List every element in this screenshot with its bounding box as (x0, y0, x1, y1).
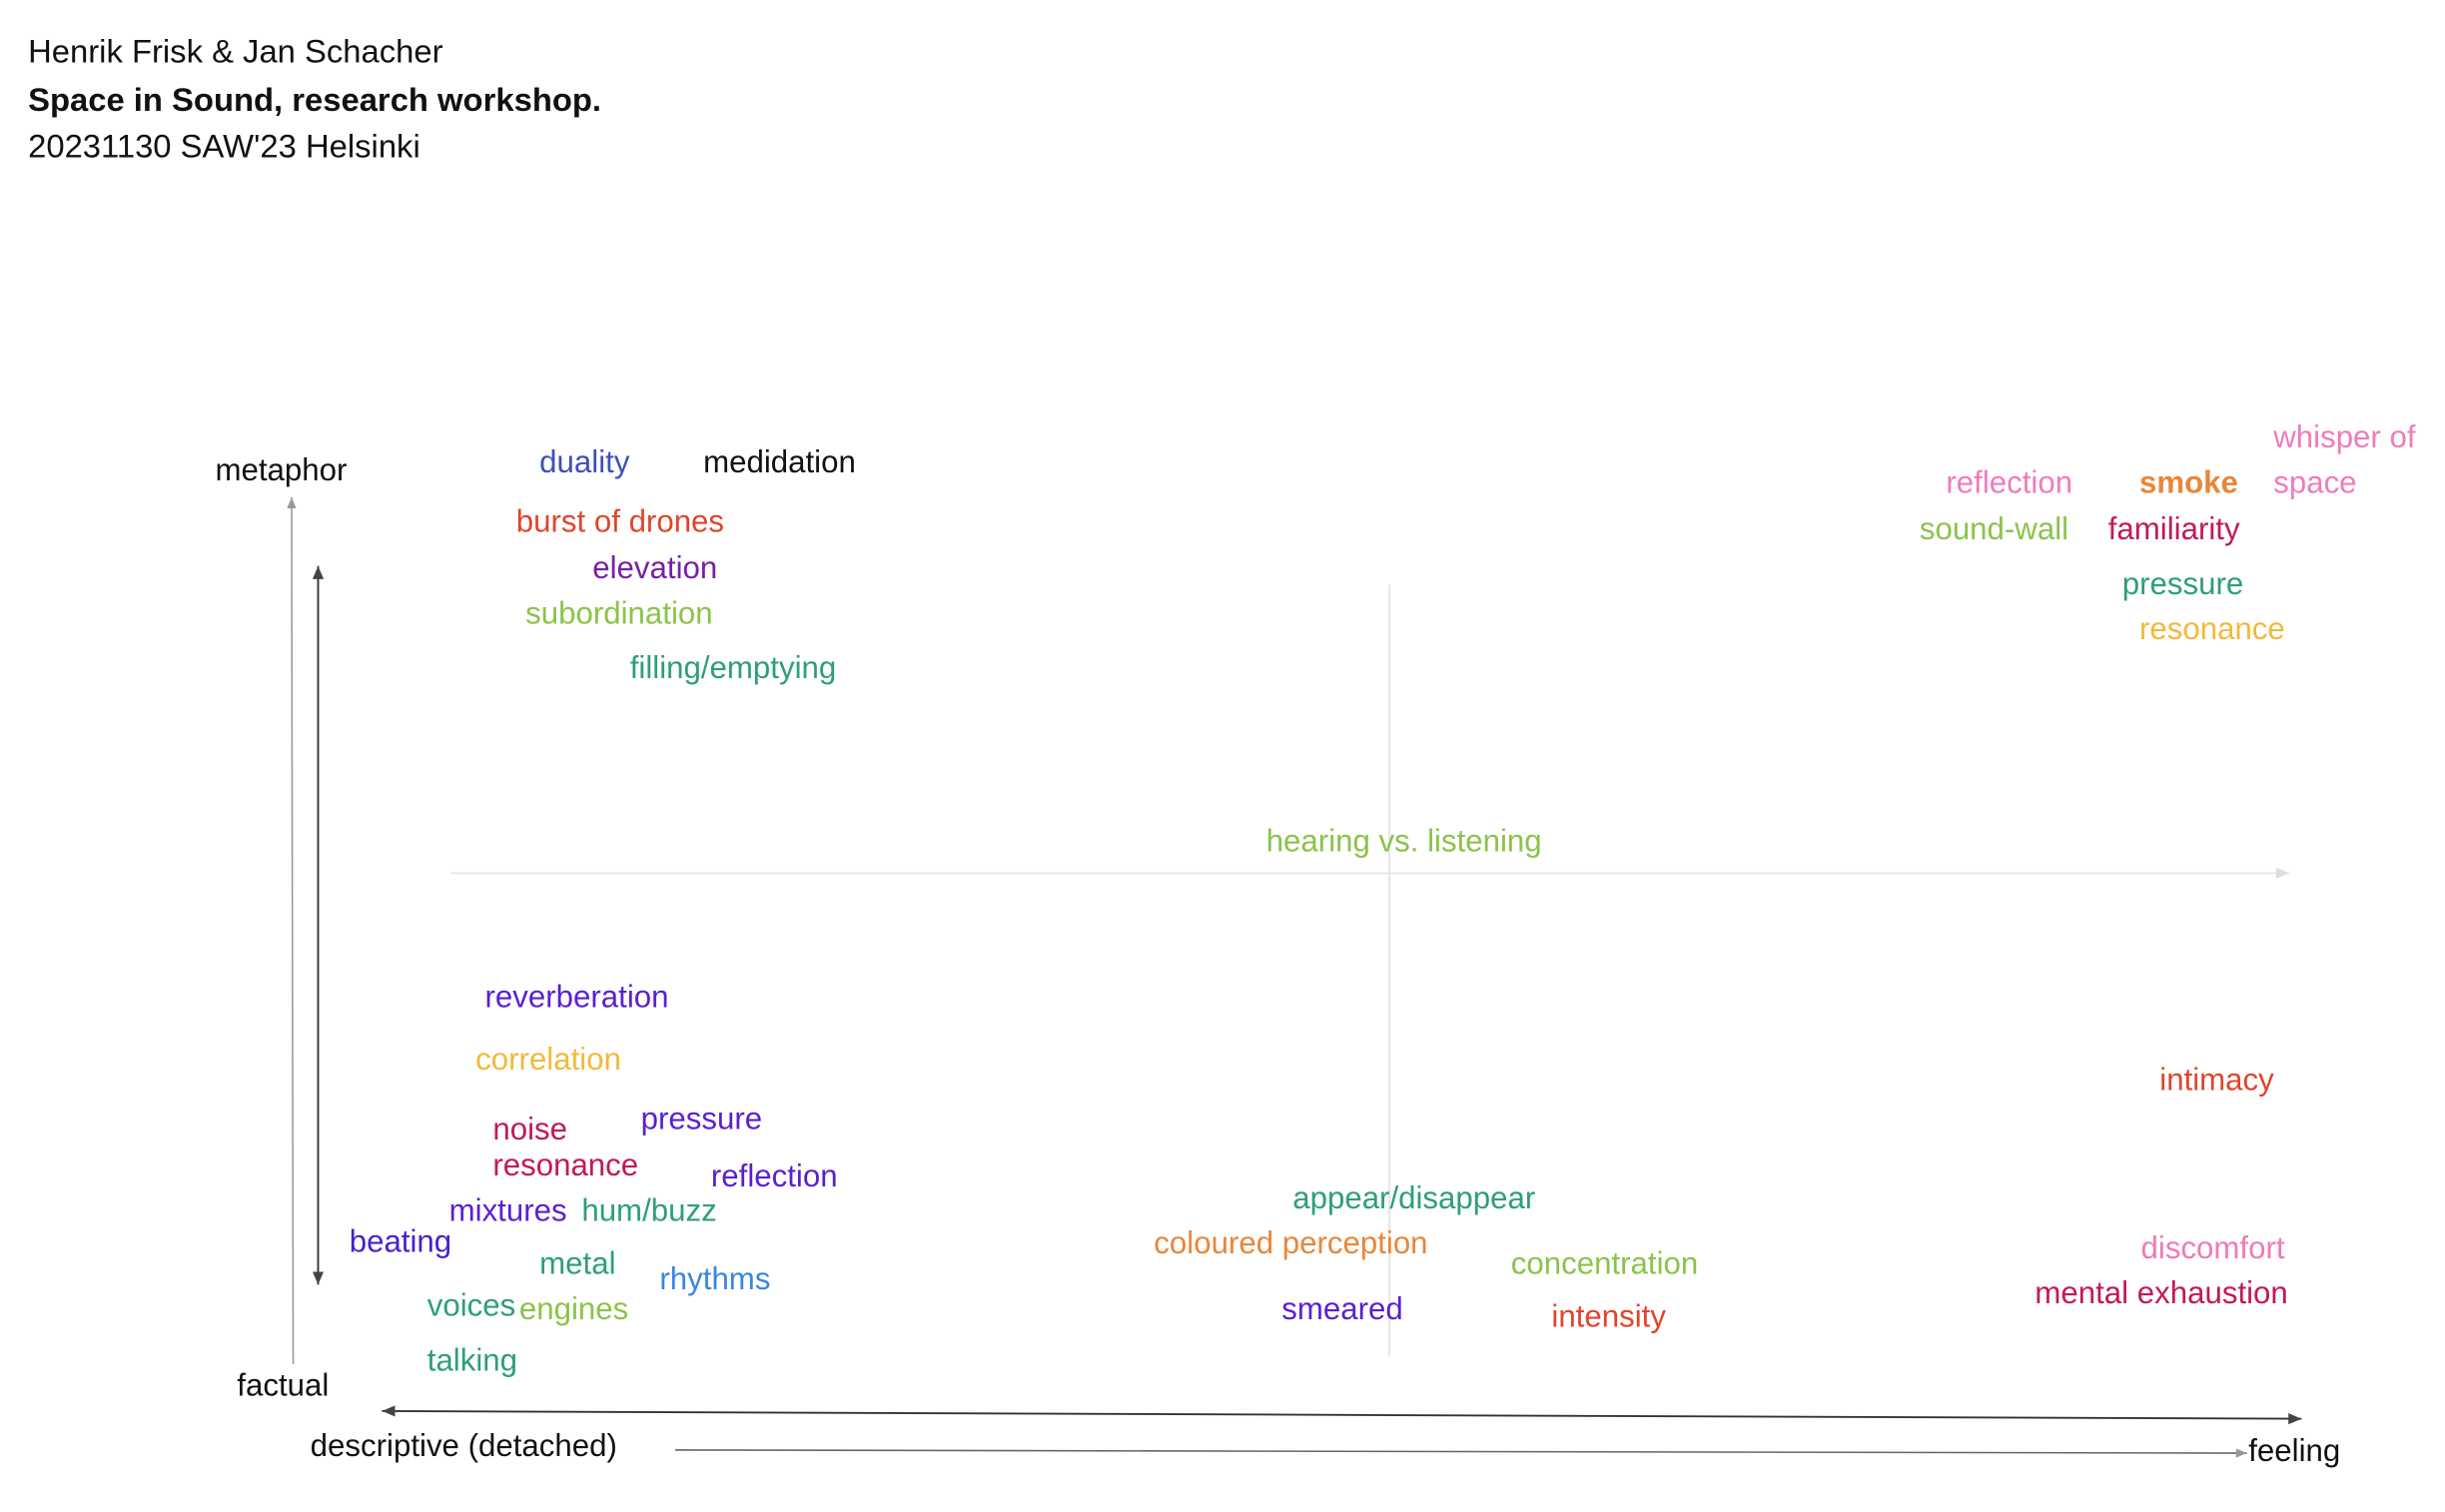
word: intimacy (2159, 1063, 2274, 1099)
axis-label: factual (237, 1368, 330, 1404)
word: rhythms (659, 1262, 771, 1297)
word: duality (539, 445, 630, 480)
word: burst of drones (515, 504, 725, 540)
word: reverberation (484, 980, 669, 1016)
word: medidation (703, 445, 856, 480)
word: familiarity (2107, 512, 2240, 547)
word: mental exhaustion (2035, 1276, 2288, 1311)
word: resonance (2138, 612, 2285, 647)
word: voices (426, 1289, 516, 1324)
axis-label: descriptive (detached) (310, 1429, 617, 1464)
word: sound-wall (1919, 512, 2069, 547)
word: pressure (2121, 567, 2244, 602)
word: appear/disappear (1292, 1181, 1536, 1216)
word: pressure (640, 1102, 763, 1137)
word: resonance (492, 1148, 639, 1183)
horizontal-arrow (674, 1448, 2247, 1458)
title: Space in Sound, research workshop. (28, 82, 602, 119)
word: noise (492, 1113, 567, 1148)
word: discomfort (2140, 1231, 2285, 1266)
word: concentration (1510, 1246, 1699, 1282)
word: beating (349, 1225, 452, 1260)
word: engines (518, 1292, 629, 1327)
word: correlation (475, 1043, 621, 1078)
word: coloured perception (1154, 1226, 1428, 1262)
word: smeared (1281, 1292, 1403, 1327)
word: reflection (710, 1159, 838, 1194)
axis-label: metaphor (215, 453, 348, 488)
word: elevation (592, 551, 718, 587)
subtitle: 20231130 SAW'23 Helsinki (28, 129, 420, 166)
word: reflection (1946, 465, 2073, 501)
axis-label: feeling (2248, 1434, 2341, 1469)
word: mixtures (448, 1193, 567, 1229)
word: hum/buzz (581, 1193, 717, 1229)
word: talking (426, 1343, 518, 1379)
word: metal (539, 1246, 616, 1282)
word: smoke (2138, 465, 2238, 501)
word: intensity (1551, 1300, 1666, 1335)
horizontal-double-arrow (382, 1405, 2302, 1425)
word: whisper of space (2273, 420, 2416, 501)
word: filling/emptying (629, 651, 837, 686)
vertical-arrow (287, 497, 297, 1365)
word: subordination (525, 596, 713, 632)
authors: Henrik Frisk & Jan Schacher (28, 34, 443, 71)
word: hearing vs. listening (1265, 824, 1542, 860)
